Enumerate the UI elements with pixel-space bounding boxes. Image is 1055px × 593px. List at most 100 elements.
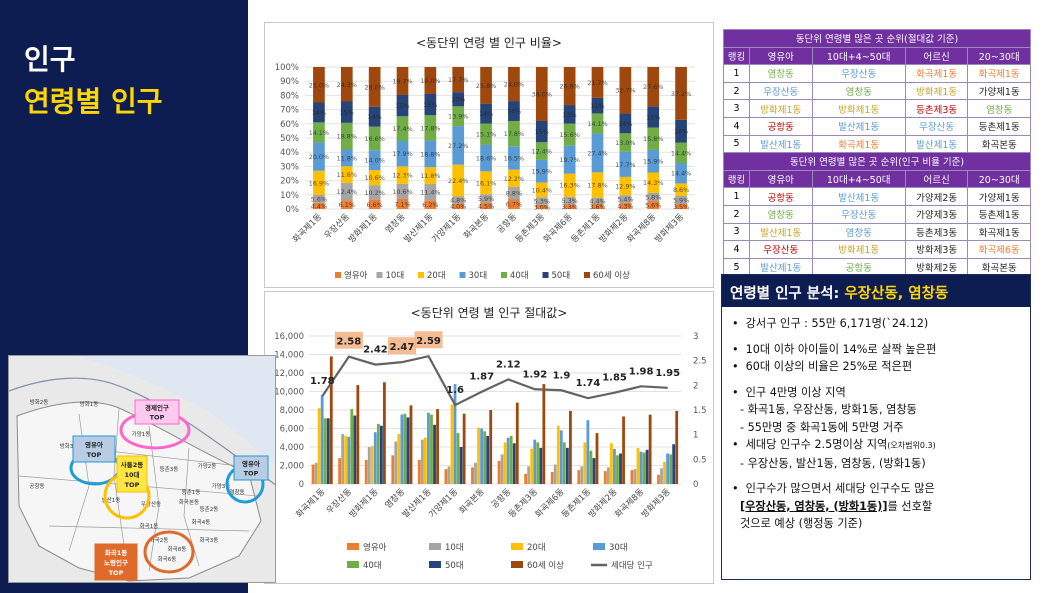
abs-bar-20대-방화제1동 (370, 446, 374, 484)
ratio-data-label: 14% (368, 113, 382, 121)
ratio-bar-40대-발산제1동 (424, 115, 437, 141)
rank-cell: 방화제3동 (904, 240, 969, 259)
ratio-x-tick-label: 등촌제3동 (514, 212, 547, 245)
rank-table-caption-row: 동단위 연령별 많은 곳 순위(인구 비율 기준) (723, 152, 1031, 171)
ratio-data-label: 12.9% (615, 183, 635, 191)
map-dong-label: 화곡6동 (158, 556, 177, 563)
abs-line-point-label: 1.92 (523, 369, 548, 380)
ratio-bar-20대-화곡제1동 (313, 170, 325, 195)
abs-bar-40대-화곡제8동 (642, 452, 646, 484)
ratio-data-label: 18.8% (337, 133, 357, 141)
ratio-data-label: 38.0% (532, 90, 552, 98)
map-dong-label: 염창동 (229, 488, 244, 496)
analysis-header-highlight: 우장산동, 염창동 (844, 286, 949, 302)
rank-number: 4 (723, 116, 750, 136)
abs-bar-60세-이상-우장산동 (356, 385, 360, 484)
rank-cell: 발산제1동 (811, 187, 906, 206)
ratio-data-label: 17.9% (392, 150, 412, 158)
abs-x-tick-label: 방화제1동 (347, 486, 381, 520)
rank-table-header: 영유아 (749, 169, 813, 189)
rank-table-caption: 동단위 연령별 많은 곳 순위(절대값 기준) (723, 29, 1031, 48)
abs-y2-tick-label: 0 (693, 480, 698, 490)
ratio-bar-20대-방화제1동 (368, 170, 381, 186)
abs-bar-50대-등촌제3동 (539, 447, 543, 484)
map-dong-label: 등촌1동 (182, 488, 201, 496)
abs-legend-swatch-20대 (511, 543, 523, 550)
analysis-subline: 것으로 예상 (행정동 기준) (740, 517, 863, 530)
ratio-chart-panel: <동단위 연령 별 인구 비율> 0% 10% 20% 30% 40% 50% 60% 70%… (264, 22, 714, 288)
ratio-data-label: 12.4% (337, 188, 357, 196)
rank-cell: 공항동 (749, 187, 813, 206)
ratio-bar-30대-가양제1동 (452, 126, 465, 165)
rank-number: 3 (723, 99, 750, 118)
rank-cell: 가양제3동 (904, 204, 969, 224)
analysis-spacer (732, 472, 1020, 480)
ratio-data-label: 26.8% (559, 83, 579, 91)
abs-bar-10대-방화제2동 (606, 467, 610, 484)
ratio-data-label: 5.8% (645, 193, 661, 201)
rank-tables: 동단위 연령별 많은 곳 순위(절대값 기준) 랭킹 영유아 10대+4~50대 어르신… (723, 29, 1031, 277)
ratio-data-label: 6.1% (339, 201, 355, 209)
ratio-bar-영유아-염창동 (396, 198, 409, 209)
map-dong-label: 방화3동 (60, 442, 79, 450)
ratio-data-label: 17.4% (392, 125, 412, 133)
abs-bar-10대-발산제1동 (420, 439, 424, 484)
rank-cell: 화곡본동 (967, 134, 1031, 154)
ratio-x-tick-label: 화곡제6동 (542, 212, 575, 245)
map-dong-label: 화곡2동 (150, 537, 169, 544)
rank-cell: 화곡제1동 (811, 134, 906, 154)
rank-table-row: 3 발산제1동 염창동 등촌제3동 화곡제1동 (723, 222, 1031, 242)
ratio-bar-30대-등촌제1동 (591, 133, 604, 173)
ratio-data-label: 10.6% (392, 188, 412, 196)
rank-cell: 방화제1동 (811, 240, 906, 259)
abs-line-label-highlight (388, 337, 416, 355)
abs-line-point-label: 1.87 (469, 372, 494, 383)
ratio-bar-40대-염창동 (396, 116, 409, 141)
rank-table-header: 랭킹 (723, 169, 750, 189)
map-dong-border (148, 425, 160, 572)
abs-bar-50대-방화제3동 (672, 444, 676, 484)
rank-table-header-row: 랭킹 영유아 10대+4~50대 어르신 20~30대 (723, 169, 1031, 189)
abs-bar-50대-화곡제8동 (645, 449, 649, 484)
rank-cell: 염창동 (811, 81, 906, 101)
ratio-bar-40대-방화제2동 (619, 133, 632, 152)
ratio-data-label: 4.3% (617, 202, 633, 210)
ratio-data-label: 15% (535, 128, 549, 136)
abs-line-point-label: 1.9 (553, 370, 571, 381)
rank-table-caption-row: 동단위 연령별 많은 곳 순위(절대값 기준) (723, 29, 1031, 48)
abs-y2-tick-label: 3 (693, 332, 698, 342)
rank-table-row: 1 염창동 우장산동 화곡제1동 화곡제1동 (723, 64, 1031, 83)
abs-legend-swatch-50대 (429, 561, 441, 568)
rank-table-row: 1 공항동 발산제1동 가양제2동 가양제1동 (723, 187, 1031, 206)
ratio-data-label: 11.4% (420, 189, 440, 197)
ratio-legend-label: 30대 (469, 271, 488, 281)
abs-bar-10대-화곡제1동 (314, 462, 318, 484)
ratio-data-label: 12.3% (392, 172, 412, 180)
ratio-bar-40대-가양제1동 (452, 106, 465, 127)
map-dong-label: 화곡8동 (168, 546, 187, 553)
rank-table-row: 5 발산제1동 화곡제1동 발산제1동 화곡본동 (723, 134, 1031, 154)
rank-cell: 화곡제1동 (967, 64, 1031, 83)
ratio-data-label: 12.2% (504, 175, 524, 183)
abs-bar-40대-등촌제1동 (589, 450, 593, 484)
abs-household-line (321, 354, 668, 407)
abs-bar-30대-발산제1동 (427, 412, 430, 484)
rank-cell: 우장산동 (749, 240, 813, 259)
ratio-data-label: 3.0% (534, 203, 550, 211)
analysis-bullet: 60대 이상의 비율은 25%로 적은편 (732, 358, 1020, 376)
ratio-data-label: 16.1% (476, 179, 496, 187)
abs-bar-20대-공항동 (503, 442, 507, 484)
abs-bar-60세-이상-가양제1동 (462, 413, 466, 484)
analysis-emphasis: [우장산동, 염창동, (방화1동)] (740, 499, 888, 513)
rank-cell: 가양제2동 (904, 187, 969, 206)
rank-cell: 방화제1동 (749, 99, 813, 118)
ratio-bar-50대-화곡본동 (480, 103, 492, 124)
abs-bar-영유아-화곡제1동 (311, 464, 315, 484)
ratio-data-label: 25.8% (476, 82, 496, 90)
ratio-bar-영유아-화곡제6동 (563, 204, 576, 209)
map-dong-label: 화곡3동 (200, 537, 219, 544)
abs-bar-50대-등촌제1동 (592, 458, 596, 484)
ratio-bar-영유아-발산제1동 (424, 200, 437, 209)
ratio-bar-30대-화곡본동 (480, 144, 492, 172)
ratio-bar-30대-화곡제8동 (647, 149, 660, 173)
